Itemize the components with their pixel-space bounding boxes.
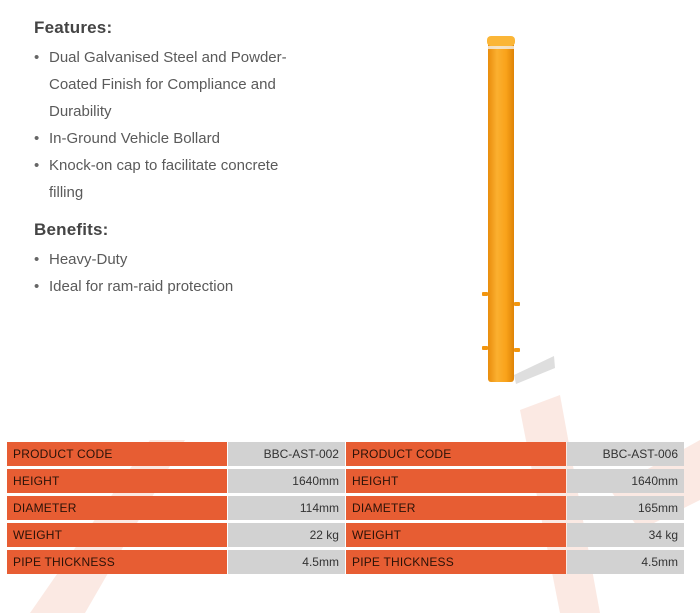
spec-label: HEIGHT (7, 469, 228, 493)
spec-value: 165mm (567, 496, 684, 520)
spec-value: 114mm (228, 496, 345, 520)
spec-label: WEIGHT (345, 523, 567, 547)
feature-line: Durability (49, 103, 112, 120)
spec-value: 4.5mm (567, 550, 684, 574)
feature-item: In-Ground Vehicle Bollard (34, 125, 354, 152)
table-row: PIPE THICKNESS 4.5mm PIPE THICKNESS 4.5m… (7, 550, 684, 574)
benefit-item: Heavy-Duty (34, 246, 354, 273)
spec-value: 1640mm (228, 469, 345, 493)
feature-item: Knock-on cap to facilitate concrete fill… (34, 152, 354, 206)
spec-label: WEIGHT (7, 523, 228, 547)
benefits-heading: Benefits: (34, 220, 109, 239)
product-description: Features: Dual Galvanised Steel and Powd… (34, 18, 354, 300)
spec-table: PRODUCT CODE BBC-AST-002 PRODUCT CODE BB… (6, 439, 685, 577)
feature-line: Dual Galvanised Steel and Powder- (49, 49, 287, 66)
bollard-icon (482, 36, 555, 384)
spec-value: BBC-AST-002 (228, 442, 345, 466)
spec-label: DIAMETER (345, 496, 567, 520)
spec-label: HEIGHT (345, 469, 567, 493)
table-row: PRODUCT CODE BBC-AST-002 PRODUCT CODE BB… (7, 442, 684, 466)
benefit-item: Ideal for ram-raid protection (34, 273, 354, 300)
spec-label: DIAMETER (7, 496, 228, 520)
feature-line: filling (49, 184, 84, 201)
features-heading: Features: (34, 18, 113, 37)
spec-label: PRODUCT CODE (7, 442, 228, 466)
table-row: HEIGHT 1640mm HEIGHT 1640mm (7, 469, 684, 493)
spec-label: PIPE THICKNESS (345, 550, 567, 574)
spec-value: 1640mm (567, 469, 684, 493)
benefits-list: Heavy-Duty Ideal for ram-raid protection (34, 246, 354, 300)
feature-line: Knock-on cap to facilitate concrete (49, 157, 279, 174)
table-row: WEIGHT 22 kg WEIGHT 34 kg (7, 523, 684, 547)
spec-label: PIPE THICKNESS (7, 550, 228, 574)
feature-item: Dual Galvanised Steel and Powder- Coated… (34, 44, 354, 125)
feature-line: In-Ground Vehicle Bollard (49, 130, 220, 147)
spec-value: 22 kg (228, 523, 345, 547)
spec-value: 34 kg (567, 523, 684, 547)
spec-value: BBC-AST-006 (567, 442, 684, 466)
feature-line: Coated Finish for Compliance and (49, 76, 276, 93)
features-list: Dual Galvanised Steel and Powder- Coated… (34, 44, 354, 206)
table-row: DIAMETER 114mm DIAMETER 165mm (7, 496, 684, 520)
spec-value: 4.5mm (228, 550, 345, 574)
spec-label: PRODUCT CODE (345, 442, 567, 466)
